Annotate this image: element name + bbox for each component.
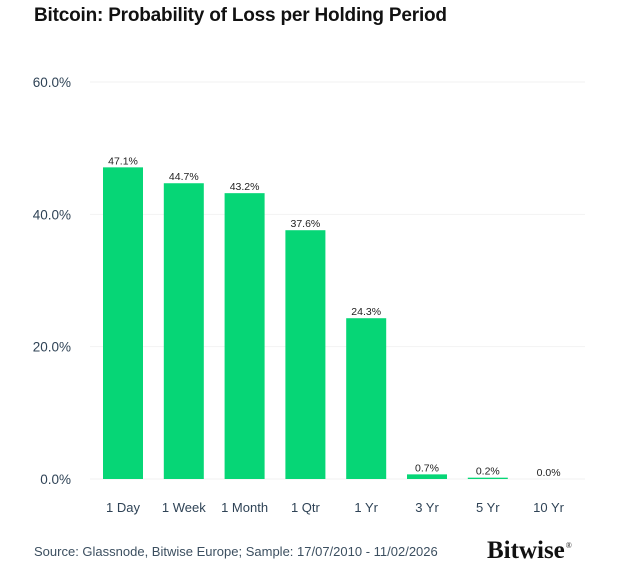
data-label: 43.2% — [230, 181, 260, 193]
x-axis-ticks: 1 Day 1 Week 1 Month 1 Qtr 1 Yr 3 Yr 5 Yr 10 Yr — [106, 500, 565, 515]
x-tick-label: 5 Yr — [476, 500, 500, 515]
registered-mark-icon: ® — [565, 541, 572, 550]
x-tick-label: 1 Month — [221, 500, 268, 515]
bar — [407, 474, 447, 479]
x-tick-label: 3 Yr — [415, 500, 439, 515]
y-tick-label: 60.0% — [33, 75, 71, 90]
y-tick-label: 0.0% — [40, 472, 71, 487]
data-label: 44.7% — [169, 171, 199, 183]
data-label: 47.1% — [108, 155, 138, 167]
bar — [163, 183, 204, 480]
bar — [467, 477, 508, 479]
bar — [224, 193, 265, 479]
bars — [103, 167, 508, 480]
y-axis-ticks: 0.0% 20.0% 40.0% 60.0% — [33, 75, 71, 487]
bar — [103, 167, 143, 480]
data-label: 0.0% — [537, 467, 561, 479]
chart-title: Bitcoin: Probability of Loss per Holding… — [34, 5, 447, 26]
data-labels: 47.1% 44.7% 43.2% 37.6% 24.3% 0.7% 0.2% 0.0% — [108, 155, 560, 479]
source-note: Source: Glassnode, Bitwise Europe; Sampl… — [34, 544, 438, 559]
x-tick-label: 10 Yr — [533, 500, 565, 515]
data-label: 37.6% — [291, 218, 321, 230]
bar — [285, 230, 326, 479]
x-tick-label: 1 Yr — [354, 500, 378, 515]
y-tick-label: 40.0% — [33, 207, 71, 222]
data-label: 0.7% — [415, 462, 439, 474]
logo-text: Bitwise — [487, 537, 565, 564]
bitwise-logo: Bitwise® — [487, 537, 572, 565]
data-label: 24.3% — [351, 306, 381, 318]
x-tick-label: 1 Qtr — [291, 500, 321, 515]
data-label: 0.2% — [476, 466, 500, 478]
x-tick-label: 1 Week — [162, 500, 206, 515]
bar — [346, 318, 387, 479]
x-tick-label: 1 Day — [106, 500, 140, 515]
y-tick-label: 20.0% — [33, 340, 71, 355]
